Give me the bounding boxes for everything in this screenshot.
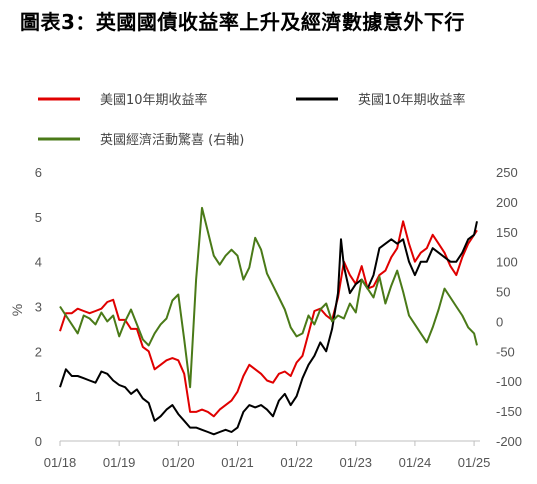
x-tick-label: 01/19 bbox=[103, 455, 136, 470]
y-left-tick-label: 3 bbox=[35, 300, 42, 315]
y-left-tick-label: 0 bbox=[35, 434, 42, 449]
y-right-tick-label: -50 bbox=[496, 344, 515, 359]
legend-label-1: 英國10年期收益率 bbox=[358, 92, 466, 108]
y-right-tick-label: 0 bbox=[496, 314, 503, 329]
x-tick-label: 01/25 bbox=[458, 455, 491, 470]
y-right-tick-label: 150 bbox=[496, 225, 518, 240]
y-left-tick-label: 1 bbox=[35, 389, 42, 404]
series-line-2 bbox=[59, 206, 478, 389]
x-tick-label: 01/21 bbox=[221, 455, 254, 470]
y-right-tick-label: -100 bbox=[496, 374, 522, 389]
x-tick-label: 01/22 bbox=[280, 455, 313, 470]
y-right-tick-label: -150 bbox=[496, 404, 522, 419]
y-left-tick-label: 5 bbox=[35, 210, 42, 225]
plot-area bbox=[59, 206, 478, 436]
chart-title: 圖表3：英國國債收益率上升及經濟數據意外下行 bbox=[20, 10, 465, 34]
x-tick-label: 01/20 bbox=[162, 455, 195, 470]
y-right-tick-label: 200 bbox=[496, 195, 518, 210]
axes: 01/18 01/19 01/20 01/21 01/22 01/23 01/24 01/25… bbox=[9, 165, 522, 470]
y-left-tick-label: 4 bbox=[35, 255, 42, 270]
y-right-tick-label: -200 bbox=[496, 434, 522, 449]
x-tick-label: 01/23 bbox=[340, 455, 373, 470]
y-right-tick-label: 100 bbox=[496, 255, 518, 270]
series-line-0 bbox=[59, 220, 478, 418]
y-left-tick-label: 6 bbox=[35, 165, 42, 180]
y-right-tick-label: 250 bbox=[496, 165, 518, 180]
legend-label-2: 英國經濟活動驚喜 (右軸) bbox=[100, 132, 244, 148]
y-left-axis-label: % bbox=[9, 304, 25, 316]
y-right-tick-label: 50 bbox=[496, 285, 510, 300]
legend-label-0: 美國10年期收益率 bbox=[100, 92, 208, 108]
x-tick-label: 01/18 bbox=[44, 455, 77, 470]
y-left-tick-label: 2 bbox=[35, 344, 42, 359]
series-line-1 bbox=[59, 221, 478, 436]
x-tick-label: 01/24 bbox=[399, 455, 432, 470]
